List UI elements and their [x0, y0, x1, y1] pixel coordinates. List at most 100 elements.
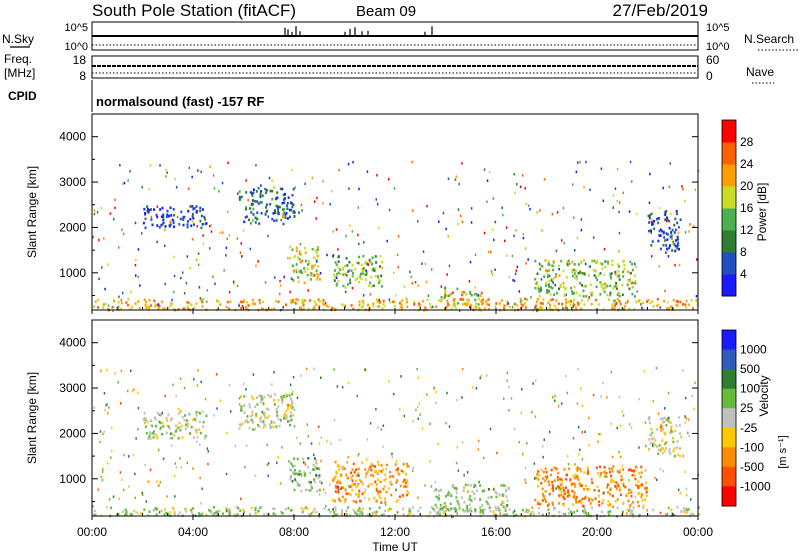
data-cell-velocity [228, 383, 231, 387]
data-cell-power [252, 207, 255, 211]
data-cell-power [239, 251, 242, 254]
data-cell-power [615, 284, 618, 288]
data-cell-velocity [439, 503, 442, 507]
colorbar-tick-label: -100 [740, 440, 764, 454]
data-cell-velocity [570, 483, 573, 487]
data-cell-power [144, 212, 147, 215]
data-cell-velocity [170, 417, 173, 420]
data-cell-velocity [568, 493, 570, 497]
colorbar-segment [722, 330, 736, 351]
data-cell-power [216, 299, 218, 303]
data-cell-velocity [383, 479, 386, 482]
data-cell-velocity [508, 409, 510, 412]
data-cell-power [370, 261, 373, 264]
data-cell-power [551, 286, 554, 290]
data-cell-power [186, 255, 189, 258]
data-cell-velocity [377, 490, 380, 493]
data-cell-velocity [601, 501, 604, 505]
data-cell-velocity [456, 446, 458, 449]
data-cell-power [649, 217, 652, 221]
data-cell-power [372, 284, 375, 288]
data-cell-power [291, 205, 294, 209]
data-cell-power [342, 284, 345, 288]
data-cell-power [448, 294, 450, 297]
data-cell-velocity [287, 404, 290, 407]
data-cell-power [209, 224, 211, 228]
data-cell-velocity [300, 507, 303, 510]
data-cell-velocity [324, 491, 326, 495]
data-cell-power [631, 285, 634, 289]
data-cell-velocity [289, 461, 292, 464]
data-cell-power [339, 272, 342, 276]
data-cell-velocity [461, 441, 464, 444]
data-cell-power [283, 197, 286, 200]
data-cell-power [127, 179, 129, 182]
data-cell-power [589, 292, 592, 295]
data-cell-velocity [506, 371, 508, 375]
data-cell-power [444, 296, 446, 299]
data-cell-velocity [576, 509, 579, 513]
data-cell-power [674, 249, 677, 253]
data-cell-velocity [107, 462, 109, 465]
data-cell-velocity [636, 500, 639, 504]
data-cell-velocity [405, 481, 408, 485]
colorbar-tick-label: 12 [740, 223, 754, 237]
data-cell-power [635, 212, 638, 216]
data-cell-velocity [607, 513, 610, 516]
data-cell-power [383, 304, 386, 308]
data-cell-velocity [670, 429, 672, 433]
data-cell-velocity [684, 421, 687, 424]
data-cell-velocity [495, 495, 498, 499]
data-cell-power [617, 292, 620, 295]
data-cell-velocity [521, 508, 524, 512]
data-cell-velocity [591, 481, 594, 484]
data-cell-velocity [559, 487, 562, 491]
data-cell-velocity [456, 512, 459, 515]
data-cell-velocity [380, 464, 383, 467]
data-cell-power [588, 265, 591, 268]
data-cell-velocity [384, 503, 387, 506]
data-cell-power [261, 194, 264, 198]
data-cell-power [616, 199, 618, 203]
data-cell-power [460, 290, 463, 294]
data-cell-velocity [310, 512, 313, 515]
data-cell-power [447, 304, 450, 307]
data-cell-power [316, 278, 318, 281]
data-cell-power [487, 308, 490, 311]
data-cell-power [202, 234, 204, 237]
data-cell-power [450, 307, 453, 311]
data-cell-velocity [611, 469, 614, 473]
data-cell-velocity [158, 511, 161, 514]
data-cell-power [381, 307, 384, 310]
data-cell-power [182, 215, 185, 219]
data-cell-velocity [120, 369, 123, 373]
data-cell-power [557, 264, 560, 268]
data-cell-velocity [334, 506, 337, 509]
data-cell-velocity [508, 508, 511, 511]
data-cell-velocity [384, 509, 387, 513]
data-cell-power [417, 302, 420, 305]
data-cell-velocity [473, 497, 476, 501]
data-cell-velocity [159, 427, 162, 431]
data-cell-velocity [536, 473, 539, 476]
data-cell-power [118, 246, 120, 249]
data-cell-velocity [575, 501, 578, 504]
data-cell-power [651, 240, 654, 243]
data-cell-power [567, 259, 570, 263]
data-cell-velocity [648, 421, 651, 425]
data-cell-power [426, 204, 428, 208]
data-cell-velocity [337, 491, 340, 494]
data-cell-power [393, 300, 396, 304]
data-cell-power [164, 307, 167, 311]
data-cell-velocity [340, 509, 343, 512]
data-cell-power [256, 200, 259, 203]
data-cell-velocity [361, 507, 364, 511]
data-cell-power [154, 303, 157, 306]
data-cell-power [337, 248, 339, 251]
data-cell-velocity [649, 441, 652, 445]
data-cell-velocity [250, 418, 253, 422]
data-cell-power [606, 293, 609, 297]
data-cell-velocity [165, 511, 168, 515]
data-cell-power [675, 239, 678, 242]
velocity-data [92, 366, 700, 519]
